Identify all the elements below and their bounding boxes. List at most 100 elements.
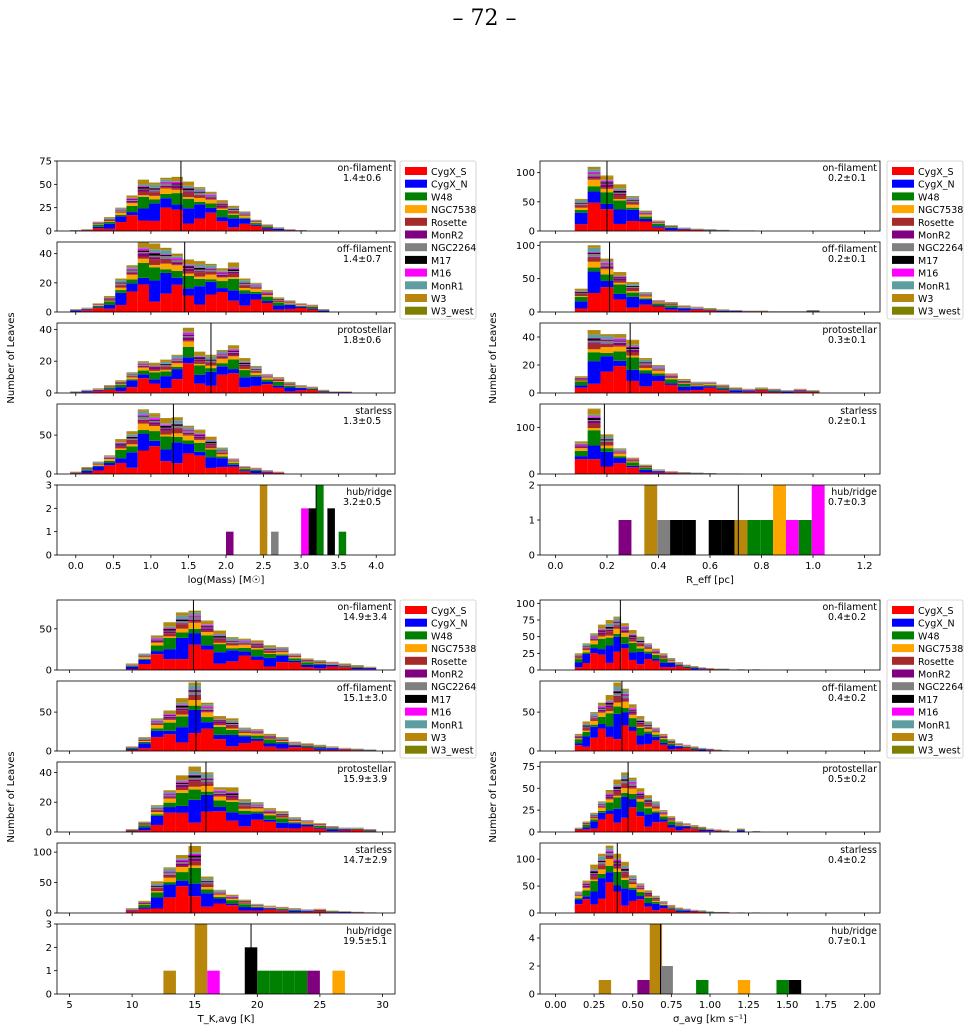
bar-segment xyxy=(213,890,226,892)
bar-segment xyxy=(160,449,172,462)
bar-segment xyxy=(690,307,704,309)
legend xyxy=(399,160,477,320)
bar-segment xyxy=(597,632,606,635)
bar-segment xyxy=(574,895,583,899)
bar xyxy=(307,970,320,994)
bar-segment xyxy=(137,186,150,189)
bar-segment xyxy=(261,290,273,292)
bar-segment xyxy=(313,662,327,664)
bar-segment xyxy=(194,271,206,273)
bar-segment xyxy=(613,284,627,294)
bar-segment xyxy=(238,651,252,656)
bar-segment xyxy=(613,633,622,637)
bar-segment xyxy=(182,268,195,272)
bar-segment xyxy=(163,807,176,813)
bar-segment xyxy=(690,748,699,750)
bar-segment xyxy=(667,821,676,826)
bar-segment xyxy=(276,818,289,823)
subplot-stat: 0.2±0.1 xyxy=(828,416,866,427)
y-tick-label: 0 xyxy=(46,666,52,677)
subplot-stat: 0.2±0.1 xyxy=(828,254,866,265)
bar-segment xyxy=(226,797,239,801)
x-tick-label: 1.0 xyxy=(805,561,821,572)
bar-segment xyxy=(659,810,668,812)
bar-segment xyxy=(213,892,226,894)
subplot-3-2 xyxy=(537,761,881,835)
bar-segment xyxy=(729,390,743,393)
bar-segment xyxy=(194,356,206,358)
bar-segment xyxy=(587,245,601,248)
bar-segment xyxy=(137,258,150,264)
bar-segment xyxy=(182,440,195,445)
bar-segment xyxy=(636,722,645,725)
bar-segment xyxy=(272,472,285,474)
legend-swatch xyxy=(405,179,427,188)
bar-segment xyxy=(621,712,629,726)
bar-segment xyxy=(605,628,614,631)
bar-segment xyxy=(160,293,172,312)
bar-segment xyxy=(613,622,622,624)
bar-segment xyxy=(621,873,629,878)
bar-segment xyxy=(125,829,139,831)
bar-segment xyxy=(636,793,645,795)
bar-segment xyxy=(115,458,127,464)
bar-segment xyxy=(690,911,699,913)
legend-swatch xyxy=(405,733,427,741)
bar-segment xyxy=(682,825,691,826)
bar-segment xyxy=(149,369,161,371)
bar xyxy=(721,520,735,555)
bar-segment xyxy=(261,374,273,375)
y-tick-label: 50 xyxy=(522,632,535,643)
bar-segment xyxy=(582,824,591,828)
bar-segment xyxy=(226,792,239,794)
bar-segment xyxy=(92,308,104,312)
bar-segment xyxy=(636,801,645,812)
bar-segment xyxy=(216,202,228,204)
bar-segment xyxy=(326,664,339,665)
bar-segment xyxy=(163,872,176,873)
bar-segment xyxy=(182,433,195,435)
bar-segment xyxy=(137,415,150,417)
x-tick-label: 25 xyxy=(314,1000,327,1011)
bar-segment xyxy=(574,443,588,444)
bar-segment xyxy=(216,454,228,457)
bar xyxy=(773,485,786,555)
bar-segment xyxy=(200,811,214,832)
bar-segment xyxy=(137,362,150,364)
legend-swatch xyxy=(405,205,427,214)
y-tick-label: 0 xyxy=(529,308,535,319)
bar-segment xyxy=(194,357,206,359)
bar-segment xyxy=(574,653,583,655)
bar-segment xyxy=(780,391,794,393)
bar-segment xyxy=(675,823,683,825)
bar-segment xyxy=(682,748,691,751)
bar-segment xyxy=(175,790,189,793)
bar-segment xyxy=(628,639,637,642)
bar-segment xyxy=(200,625,214,627)
bar-segment xyxy=(200,876,214,879)
y-tick-label: 1 xyxy=(46,527,52,538)
axes-frame xyxy=(539,923,881,995)
bar-segment xyxy=(261,472,273,474)
bar-segment xyxy=(667,906,676,908)
bar-segment xyxy=(659,811,668,812)
bar-segment xyxy=(171,277,183,285)
bar-segment xyxy=(675,825,683,827)
bar-segment xyxy=(590,653,598,670)
bar-segment xyxy=(239,387,251,393)
bar-segment xyxy=(626,369,640,381)
bar-segment xyxy=(194,269,206,272)
bar-segment xyxy=(626,349,640,352)
bar-segment xyxy=(160,207,172,231)
bar-segment xyxy=(263,819,277,822)
bar-segment xyxy=(200,884,214,888)
bar-segment xyxy=(590,737,598,751)
bar-segment xyxy=(677,310,691,312)
bar-segment xyxy=(163,659,176,670)
bar-segment xyxy=(644,648,653,649)
bar-segment xyxy=(194,435,206,437)
y-tick-label: 0 xyxy=(529,747,535,758)
bar-segment xyxy=(150,810,164,813)
bar-segment xyxy=(652,895,660,897)
bar-segment xyxy=(251,805,264,807)
